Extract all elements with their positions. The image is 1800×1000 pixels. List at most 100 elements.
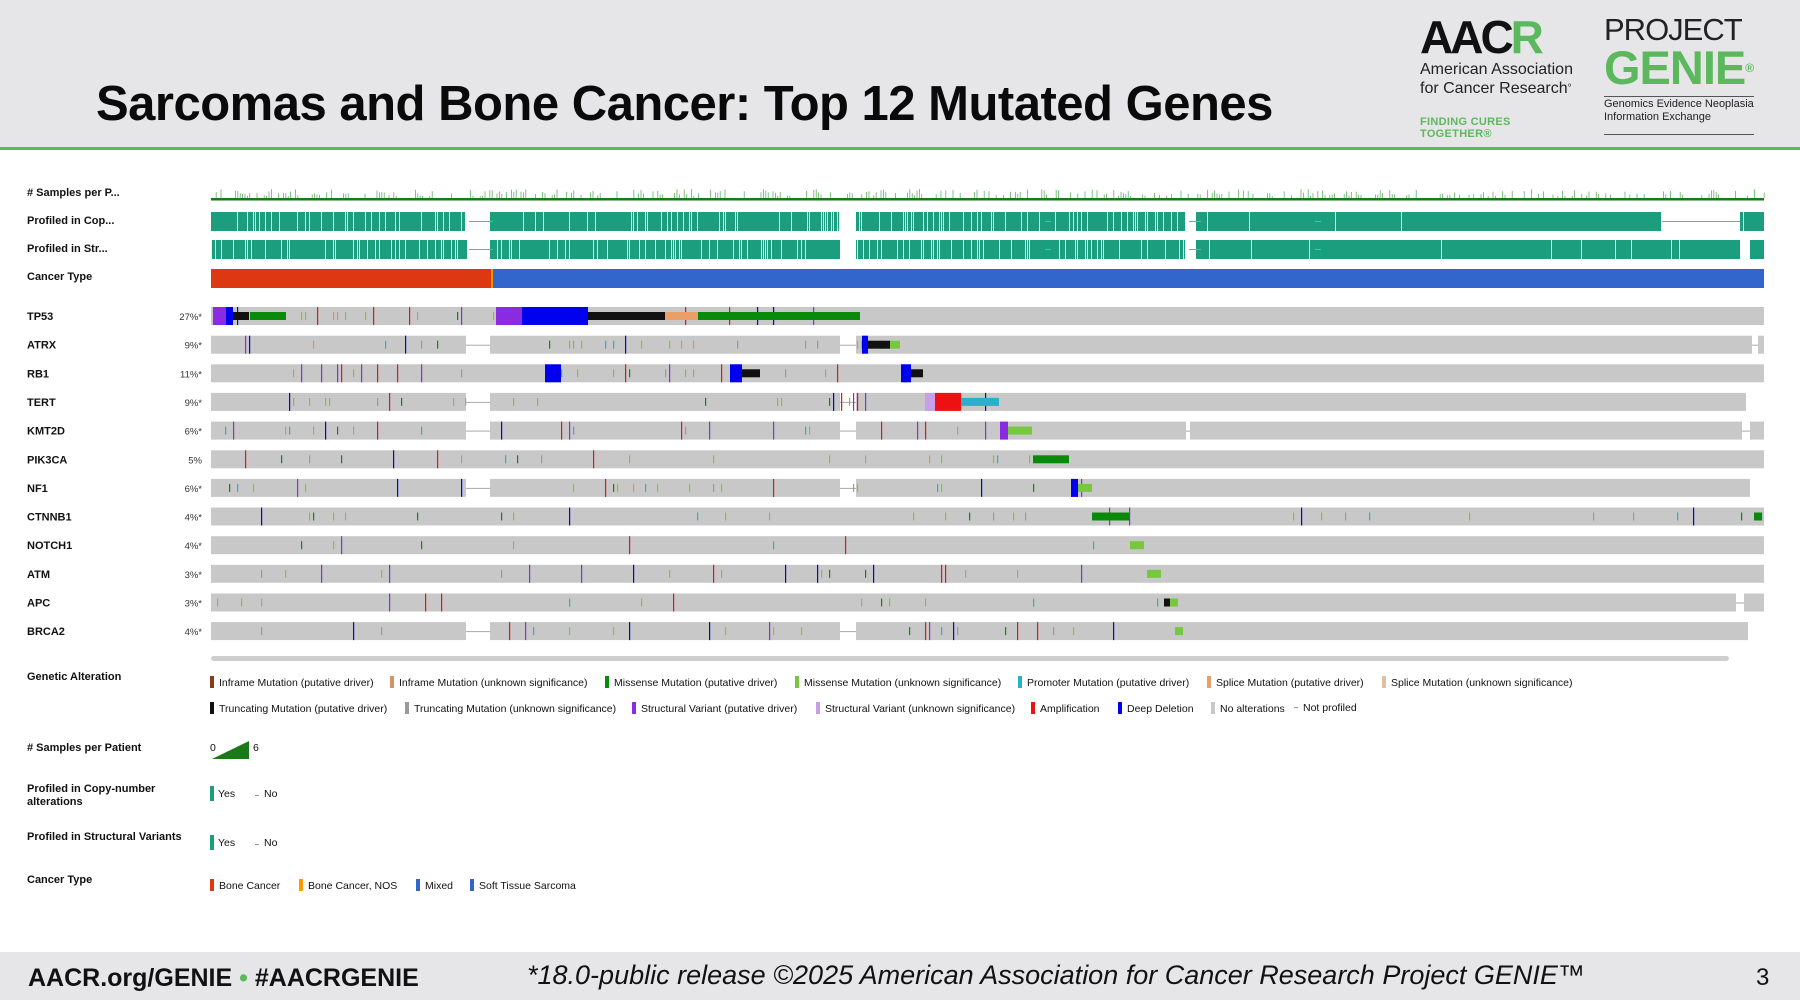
alteration-mark (825, 369, 827, 378)
profiled-cna-track-gap (1661, 212, 1662, 231)
samples-per-patient-bar (1343, 194, 1345, 198)
profiled-sv-track-gap (247, 240, 248, 259)
profiled-sv-track-gap (435, 240, 436, 259)
profiled-cna-track (856, 212, 1185, 231)
samples-per-patient-bar (592, 190, 594, 199)
alteration-block (665, 312, 698, 320)
footer-url[interactable]: AACR.org/GENIE (28, 964, 233, 992)
samples-per-patient-bar (940, 190, 942, 198)
gene-row-background (211, 536, 1764, 555)
samples-per-patient-bar (1598, 194, 1599, 199)
samples-per-patient-bar (501, 194, 503, 199)
samples-per-patient-bar (364, 193, 366, 199)
alteration-mark (301, 364, 303, 383)
profiled-sv-track-gap (233, 240, 234, 259)
samples-per-patient-bar (544, 193, 546, 198)
alteration-mark (917, 421, 919, 440)
legend-no-swatch (255, 844, 259, 845)
alteration-mark (417, 512, 419, 521)
samples-per-patient-bar (1091, 189, 1093, 199)
profiled-sv-track-gap (359, 240, 360, 259)
alteration-mark (681, 421, 683, 440)
alteration-mark (941, 483, 943, 492)
profiled-cna-track-gap (833, 212, 834, 231)
samples-per-patient-bar (1439, 193, 1441, 198)
alteration-mark (569, 340, 571, 349)
samples-per-patient-bar (907, 192, 908, 198)
samples-per-patient-bar (1581, 193, 1583, 198)
alteration-mark (513, 512, 515, 521)
samples-per-patient-bar (266, 195, 267, 199)
footer-links: AACR.org/GENIE • #AACRGENIE (28, 964, 419, 993)
samples-per-patient-bar (1708, 193, 1710, 199)
alteration-mark (301, 312, 303, 320)
alteration-block (742, 369, 760, 378)
profiled-sv-track-gap (781, 240, 782, 259)
samples-per-patient-bar (1454, 192, 1455, 198)
alteration-mark (261, 507, 263, 526)
profiled-cna-track-not-profiled (481, 221, 487, 222)
alteration-mark (617, 483, 619, 492)
samples-per-patient-bar (1701, 195, 1703, 198)
samples-per-patient-bar (983, 190, 985, 198)
clinical-track-label: Profiled in Str... (27, 243, 108, 255)
samples-per-patient-bar (974, 191, 975, 199)
legend-samples-gradient (212, 741, 249, 759)
samples-per-patient-bar (945, 190, 947, 199)
legend-swatch (1294, 707, 1298, 708)
profiled-cna-track-gap (991, 212, 992, 231)
profiled-cna-track-gap (837, 212, 838, 231)
profiled-cna-track-gap (271, 212, 272, 231)
samples-per-patient-bar (820, 194, 822, 199)
profiled-cna-track-not-profiled (1195, 221, 1201, 222)
alteration-mark (569, 507, 571, 526)
profiled-cna-track-gap (963, 212, 964, 231)
profiled-sv-track-gap (761, 240, 762, 259)
alteration-mark (309, 512, 311, 521)
samples-per-patient-bar (278, 193, 279, 199)
profiled-cna-track-gap (543, 212, 544, 231)
alteration-mark (669, 340, 671, 349)
alteration-mark (953, 622, 955, 641)
profiled-cna-track-gap (667, 212, 668, 231)
profiled-cna-track-gap (1069, 212, 1070, 231)
alteration-mark (697, 512, 699, 521)
profiled-cna-track-gap (1157, 212, 1158, 231)
samples-per-patient-bar (247, 195, 248, 198)
alteration-mark (773, 541, 775, 550)
legend-label: Not profiled (1303, 702, 1357, 714)
profiled-sv-track-gap (357, 240, 358, 259)
alteration-mark (629, 455, 631, 464)
samples-per-patient-bar (1180, 190, 1182, 199)
profiled-sv-track-gap (763, 240, 764, 259)
samples-per-patient-bar (249, 193, 251, 199)
profiled-sv-track-gap (801, 240, 802, 259)
samples-per-patient-bar (849, 192, 851, 198)
profiled-sv-track-gap (679, 240, 680, 259)
alteration-mark (1741, 512, 1743, 521)
alteration-mark (633, 483, 635, 492)
gene-row-background (211, 307, 1764, 325)
profiled-sv-track-gap (607, 240, 608, 259)
gene-percent: 3%* (185, 599, 203, 610)
samples-per-patient-bar (1715, 192, 1717, 199)
samples-per-patient-bar (662, 194, 663, 198)
alteration-mark (353, 426, 355, 435)
alteration-mark (229, 483, 231, 492)
profiled-cna-track-gap (1027, 212, 1028, 231)
samples-per-patient-bar (686, 194, 687, 199)
alteration-mark (641, 340, 643, 349)
profiled-sv-track-gap (877, 240, 878, 259)
alteration-mark (253, 483, 255, 492)
samples-per-patient-bar (431, 191, 433, 199)
samples-per-patient-bar (1348, 195, 1350, 199)
profiled-sv-track-gap (1119, 240, 1120, 259)
profiled-sv-track (211, 240, 467, 259)
gene-row-background (856, 335, 1752, 354)
alteration-mark (1593, 512, 1595, 521)
profiled-sv-track-gap (1065, 240, 1066, 259)
footer-hashtag[interactable]: #AACRGENIE (254, 964, 419, 992)
gene-percent: 5% (188, 455, 202, 466)
alteration-mark (1073, 627, 1075, 636)
profiled-sv-track-gap (767, 240, 768, 259)
